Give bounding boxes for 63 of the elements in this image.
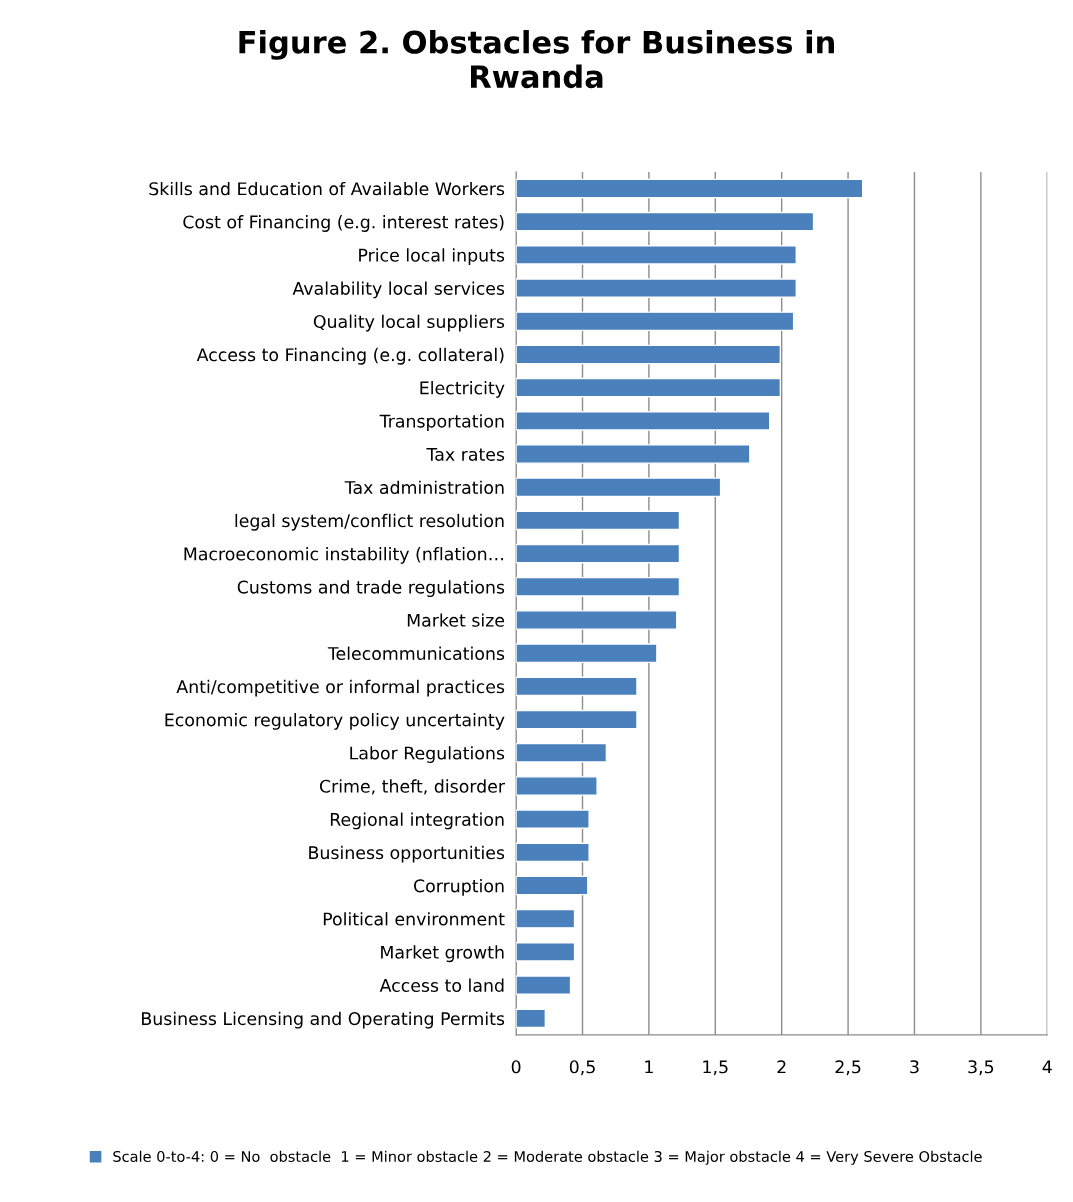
y-tick-label: Market size	[407, 613, 505, 627]
x-tick-label: 3,5	[968, 1060, 994, 1076]
bar	[516, 742, 608, 763]
bar	[516, 211, 815, 232]
x-tick-label: 3	[910, 1060, 919, 1074]
bar	[516, 510, 681, 531]
y-tick-label: Crime, theft, disorder	[319, 779, 505, 795]
y-tick-label: Corruption	[413, 878, 504, 896]
y-tick-label: Customs and trade regulations	[237, 580, 505, 598]
bar	[516, 975, 572, 995]
y-tick-label: Anti/competitive or informal practices	[176, 679, 505, 697]
y-tick-label: Business opportunities	[309, 845, 505, 863]
y-tick-label: Skills and Education of Available Workers	[149, 181, 505, 196]
bar	[516, 776, 598, 796]
y-tick-label: Cost of Financing (e.g. interest rates)	[183, 215, 504, 232]
bar	[516, 377, 782, 398]
legend-label: Scale 0-to-4: 0 = No obstacle 1 = Minor obstacle 2 = Moderate obstacle 3 = Major obstacle 4 = Very Severe Obstacle	[113, 1150, 982, 1165]
y-tick-label: legal system/conflict resolution	[235, 513, 504, 531]
y-tick-label: Regional integration	[330, 812, 504, 830]
y-tick-label: Economic regulatory policy uncertainty	[165, 712, 505, 730]
bar	[516, 908, 576, 929]
bar	[516, 411, 771, 431]
y-tick-label: Quality local suppliers	[313, 314, 505, 332]
y-tick-label: Transportation	[379, 414, 504, 432]
bar	[516, 875, 589, 896]
bar	[516, 1008, 547, 1029]
y-tick-label: Electricity	[420, 381, 505, 398]
bar	[516, 676, 638, 697]
x-tick-label: 1,5	[703, 1060, 728, 1076]
bar	[516, 610, 678, 630]
y-tick-label: Political environment	[323, 912, 505, 926]
y-tick-label: Market growth	[381, 945, 504, 963]
bar	[516, 709, 638, 730]
bar	[516, 576, 681, 597]
x-tick-label: 4	[1042, 1060, 1052, 1074]
y-tick-label: Access to land	[379, 978, 504, 992]
bar	[516, 809, 590, 829]
bar	[516, 643, 658, 664]
bar	[516, 245, 797, 265]
bar	[516, 178, 864, 199]
y-tick-label: Avalability local services	[292, 281, 505, 299]
bar	[516, 344, 782, 365]
bar	[516, 311, 795, 332]
y-tick-label: Business Licensing and Operating Permits	[142, 1011, 505, 1029]
chart-title: Figure 2. Obstacles for Business in Rwanda	[239, 30, 834, 89]
bar	[516, 477, 722, 498]
bar	[516, 543, 681, 564]
bar	[516, 444, 751, 464]
y-tick-label: Tax rates	[426, 447, 505, 461]
y-tick-label: Access to Financing (e.g. collateral)	[196, 347, 504, 365]
bar	[516, 942, 576, 962]
bar	[516, 842, 590, 863]
y-tick-label: Labor Regulations	[350, 746, 505, 763]
y-tick-label: Tax administration	[344, 480, 504, 495]
bar	[516, 278, 797, 298]
x-tick-label: 0	[511, 1060, 521, 1074]
y-tick-label: Telecommunications	[327, 646, 505, 661]
x-tick-label: 2	[777, 1060, 786, 1074]
x-tick-label: 0,5	[569, 1060, 595, 1076]
y-tick-label: Macroeconomic instability (nflation…	[184, 547, 503, 564]
y-tick-label: Price local inputs	[359, 248, 505, 266]
x-tick-label: 1	[645, 1060, 653, 1074]
x-tick-label: 2,5	[835, 1060, 861, 1076]
